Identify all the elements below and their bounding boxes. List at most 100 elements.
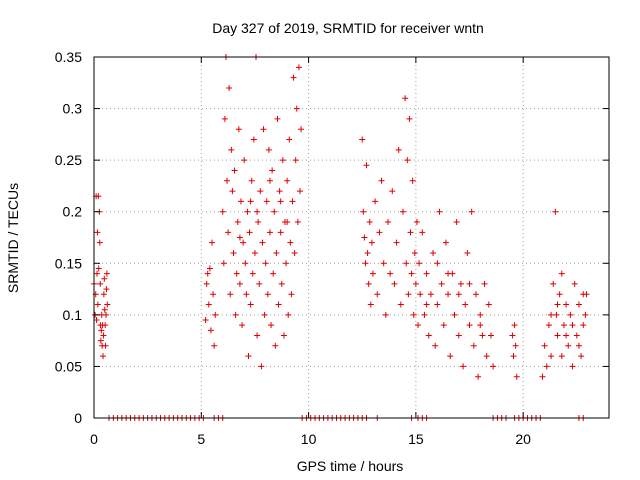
data-point: [365, 280, 372, 287]
data-point: [97, 337, 104, 344]
data-point: [284, 177, 291, 184]
data-point: [279, 157, 286, 164]
data-point: [272, 342, 279, 349]
data-point: [203, 280, 210, 287]
data-point: [241, 157, 248, 164]
data-point: [298, 126, 305, 133]
data-point: [283, 260, 290, 267]
data-point: [510, 353, 517, 360]
data-point: [445, 291, 452, 298]
data-point: [374, 291, 381, 298]
data-point: [291, 249, 298, 256]
data-point: [479, 332, 486, 339]
y-tick-label: 0.2: [63, 204, 83, 220]
data-point: [205, 301, 212, 308]
data-point: [412, 280, 419, 287]
data-point: [550, 280, 557, 287]
data-point: [255, 219, 262, 226]
data-point: [483, 353, 490, 360]
data-point: [391, 280, 398, 287]
data-point: [248, 177, 255, 184]
data-point: [432, 342, 439, 349]
data-point: [242, 260, 249, 267]
data-point: [94, 229, 101, 236]
y-tick-label: 0.05: [55, 358, 82, 374]
data-point: [94, 270, 101, 277]
data-point: [487, 332, 494, 339]
data-point: [582, 311, 589, 318]
data-point: [103, 270, 110, 277]
data-point: [229, 188, 236, 195]
data-point: [276, 188, 283, 195]
data-point: [103, 286, 110, 293]
data-point: [219, 208, 226, 215]
y-tick-label: 0.3: [63, 101, 83, 117]
data-point: [247, 301, 254, 308]
y-tick-label: 0: [74, 410, 82, 426]
data-point: [234, 219, 241, 226]
data-point: [410, 311, 417, 318]
data-point: [475, 373, 482, 380]
data-point: [268, 322, 275, 329]
data-point: [98, 327, 105, 334]
data-point: [274, 115, 281, 122]
data-point: [438, 280, 445, 287]
data-point: [257, 188, 264, 195]
tick-labels: 0 5 10 15 20 0 0.05 0.1 0.15 0.2 0.25 0.3 0.35: [55, 49, 531, 447]
data-point: [230, 249, 237, 256]
data-point: [415, 322, 422, 329]
data-point: [247, 198, 254, 205]
data-point: [100, 291, 107, 298]
data-point: [571, 280, 578, 287]
data-point: [421, 311, 428, 318]
data-point: [407, 229, 414, 236]
data-point: [554, 332, 561, 339]
data-point: [573, 332, 580, 339]
data-point: [207, 327, 214, 334]
data-point: [440, 322, 447, 329]
data-point: [419, 229, 426, 236]
y-tick-label: 0.15: [55, 255, 82, 271]
data-point: [232, 311, 239, 318]
chart-title: Day 327 of 2019, SRMTID for receiver wnt…: [212, 20, 484, 36]
data-point: [292, 157, 299, 164]
data-point: [361, 234, 368, 241]
data-point: [384, 219, 391, 226]
data-point: [364, 249, 371, 256]
data-point: [402, 95, 409, 102]
data-point: [262, 260, 269, 267]
data-point: [93, 317, 100, 324]
data-point: [235, 126, 242, 133]
data-point: [455, 291, 462, 298]
data-point: [226, 84, 233, 91]
data-point: [558, 353, 565, 360]
data-point: [266, 177, 273, 184]
data-point: [447, 353, 454, 360]
data-point: [284, 219, 291, 226]
data-point: [95, 193, 102, 200]
data-point: [455, 332, 462, 339]
data-point: [406, 115, 413, 122]
data-point: [477, 311, 484, 318]
data-point: [261, 311, 268, 318]
data-point: [380, 260, 387, 267]
data-point: [397, 301, 404, 308]
data-point: [509, 332, 516, 339]
x-tick-label: 15: [408, 431, 424, 447]
data-point: [237, 198, 244, 205]
data-point: [393, 239, 400, 246]
data-point: [423, 270, 430, 277]
data-point: [548, 311, 555, 318]
data-point: [462, 301, 469, 308]
data-point: [423, 301, 430, 308]
data-point: [360, 208, 367, 215]
data-points: [91, 54, 590, 421]
data-point: [436, 208, 443, 215]
data-point: [246, 229, 253, 236]
data-point: [378, 177, 385, 184]
data-point: [539, 373, 546, 380]
y-tick-label: 0.1: [63, 307, 83, 323]
data-point: [104, 301, 111, 308]
data-point: [552, 208, 559, 215]
